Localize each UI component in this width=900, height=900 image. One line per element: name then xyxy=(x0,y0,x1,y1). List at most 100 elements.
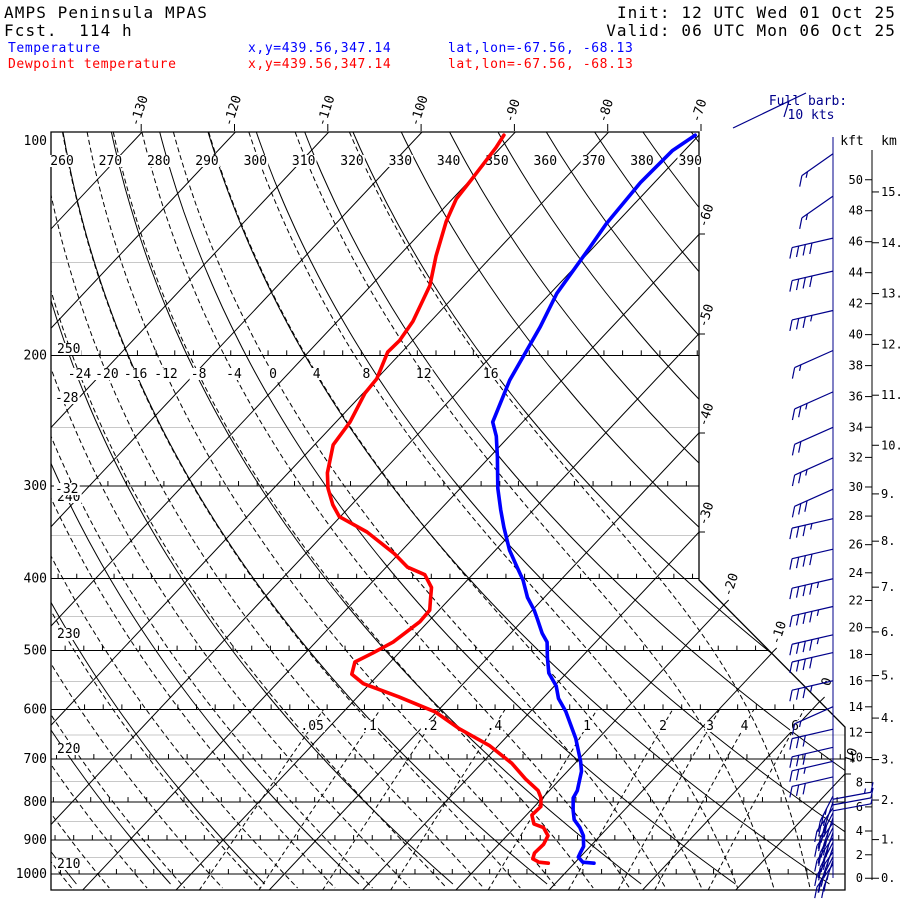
isotherm-line xyxy=(362,132,845,890)
wind-barb xyxy=(821,860,834,899)
label-gap xyxy=(122,368,149,380)
wind-barb xyxy=(832,782,874,800)
km-label: 9. xyxy=(881,487,895,501)
moist-adiabat-line xyxy=(172,132,667,889)
dry-adiabat-line xyxy=(255,132,845,885)
moist-adiabat-label: -12 xyxy=(154,367,177,382)
mixing-ratio-line xyxy=(198,709,325,890)
wind-barb xyxy=(789,760,834,782)
kft-label: 22 xyxy=(849,593,863,607)
moist-adiabat-line xyxy=(208,132,703,889)
wind-barb xyxy=(789,776,834,798)
moist-adiabat-line xyxy=(51,132,448,889)
isotherm-line xyxy=(82,132,796,890)
wind-barb xyxy=(791,391,834,421)
mixing-ratio-label: .05 xyxy=(300,719,323,734)
dry-adiabat-line xyxy=(594,132,845,885)
label-gap xyxy=(484,155,510,167)
label-gap xyxy=(677,155,704,167)
pressure-label: 1000 xyxy=(16,867,47,882)
isotherm-label-top: -120 xyxy=(221,94,245,128)
isotherm-line xyxy=(51,132,423,890)
mixing-ratio-label: 3 xyxy=(706,719,714,734)
dry-adiabat-line xyxy=(62,132,548,885)
label-gap xyxy=(56,858,82,870)
wind-barb xyxy=(789,578,834,600)
pressure-label: 300 xyxy=(24,479,47,494)
kft-label: 42 xyxy=(849,297,863,311)
label-gap xyxy=(414,368,433,380)
label-gap xyxy=(242,155,269,167)
moist-adiabat-label: 0 xyxy=(269,367,277,382)
mixing-ratio-line xyxy=(322,709,442,890)
moist-adiabat-line xyxy=(51,132,373,889)
barb-legend-line2: 10 kts xyxy=(788,108,835,123)
label-gap xyxy=(94,368,120,380)
wind-barb xyxy=(832,787,874,806)
kft-label: 30 xyxy=(849,480,863,494)
moist-adiabat-line xyxy=(51,132,223,889)
label-gap xyxy=(56,628,82,640)
dry-adiabat-line xyxy=(352,132,845,885)
moist-adiabat-line xyxy=(51,132,186,889)
label-gap xyxy=(311,368,322,380)
isotherm-line xyxy=(268,132,845,890)
pressure-label: 600 xyxy=(24,702,47,717)
label-gap xyxy=(739,720,750,732)
isotherm-label-top: -90 xyxy=(502,97,524,124)
forecast-hour: Fcst. 114 h xyxy=(4,21,133,40)
kft-label: 44 xyxy=(849,266,863,280)
theta-label: 290 xyxy=(195,154,218,169)
isotherm-line xyxy=(175,132,845,890)
moist-adiabat-line xyxy=(141,132,630,889)
label-gap xyxy=(705,720,715,732)
isotherm-label-top: -110 xyxy=(315,94,339,128)
moist-adiabat-label: -16 xyxy=(124,367,147,382)
isotherm-diag-tick xyxy=(819,696,825,703)
wind-barb xyxy=(789,728,834,750)
temperature-legend-label: Temperature xyxy=(8,41,101,56)
isotherm-label-right: -50 xyxy=(696,302,718,329)
isotherm-label-right: -20 xyxy=(721,571,743,598)
theta-label: 300 xyxy=(244,154,267,169)
label-gap xyxy=(54,483,80,495)
km-label: 7. xyxy=(881,580,895,594)
km-label: 1. xyxy=(881,833,895,847)
dewpoint-legend-label: Dewpoint temperature xyxy=(8,57,177,72)
label-gap xyxy=(629,155,655,167)
isotherm-label-right: -40 xyxy=(696,401,718,428)
dry-adiabat-line xyxy=(110,132,642,885)
model-title: AMPS Peninsula MPAS xyxy=(4,3,208,22)
moist-adiabat-label: 4 xyxy=(313,367,321,382)
kft-label: 32 xyxy=(849,450,863,464)
mixing-ratio-line xyxy=(654,709,755,890)
dry-adiabat-line xyxy=(400,132,845,885)
wind-barb xyxy=(814,863,834,899)
moist-adiabat-line xyxy=(112,132,594,889)
moist-adiabat-line xyxy=(62,132,521,889)
isotherm-line xyxy=(51,132,330,890)
kft-label: 26 xyxy=(849,538,863,552)
kft-axis-header: kft xyxy=(840,134,863,149)
moist-adiabat-line xyxy=(51,132,261,889)
wind-barb xyxy=(791,426,834,456)
km-label: 0. xyxy=(881,871,895,885)
label-gap xyxy=(420,720,439,732)
kft-label: 36 xyxy=(849,390,863,404)
chart-lines xyxy=(51,132,845,890)
label-gap xyxy=(290,155,317,167)
moist-adiabat-line xyxy=(294,132,775,889)
wind-barb xyxy=(791,706,834,735)
km-label: 5. xyxy=(881,669,895,683)
wind-barb xyxy=(789,605,834,628)
wind-barb xyxy=(814,851,834,887)
pressure-label: 700 xyxy=(24,752,47,767)
km-label: 10. xyxy=(881,438,900,452)
dry-adiabat-line xyxy=(51,132,266,885)
mixing-ratio-label: .2 xyxy=(422,719,438,734)
pressure-label: 900 xyxy=(24,833,47,848)
temperature-latlon-readout: lat,lon=-67.56, -68.13 xyxy=(448,41,634,56)
moist-adiabat-label: -32 xyxy=(55,482,78,497)
